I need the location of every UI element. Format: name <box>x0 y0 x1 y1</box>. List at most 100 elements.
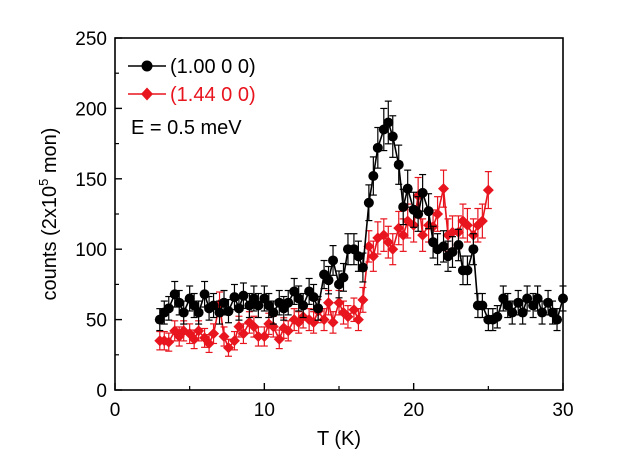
data-point <box>233 321 245 333</box>
data-point <box>328 255 339 266</box>
data-point <box>248 321 260 333</box>
data-point <box>193 325 205 337</box>
data-point <box>492 311 503 322</box>
data-point <box>283 297 294 308</box>
data-point <box>338 272 349 283</box>
y-axis-label-main: counts (2x10 <box>39 186 61 301</box>
series-line <box>159 120 564 322</box>
data-point <box>252 330 264 342</box>
y-tick-label: 50 <box>86 311 107 332</box>
data-point <box>348 304 360 316</box>
data-point <box>199 289 210 300</box>
data-point <box>423 206 434 217</box>
data-point <box>397 229 409 241</box>
data-point <box>413 209 424 219</box>
data-point <box>387 131 398 142</box>
data-point <box>333 297 345 309</box>
data-point <box>298 300 309 311</box>
data-point <box>308 292 319 303</box>
data-point <box>353 251 364 262</box>
data-point <box>163 303 174 314</box>
data-point <box>193 307 204 318</box>
data-point <box>372 142 383 153</box>
data-point <box>214 307 225 318</box>
data-point <box>174 297 185 308</box>
data-point <box>398 201 409 212</box>
y-tick-label: 100 <box>75 240 107 261</box>
data-point <box>318 314 330 326</box>
y-axis-label: counts (2x105 mon) <box>36 128 61 301</box>
data-point <box>447 247 458 258</box>
data-point <box>432 208 444 220</box>
plot-area <box>154 100 568 357</box>
data-point <box>268 307 279 318</box>
data-point <box>522 293 533 304</box>
data-point <box>222 342 234 354</box>
data-point <box>438 241 449 252</box>
x-tick-label: 20 <box>403 400 424 421</box>
legend: (1.00 0 0) (1.44 0 0) <box>128 56 256 106</box>
x-axis-label: T (K) <box>317 428 361 450</box>
series-1 <box>154 100 568 332</box>
data-point <box>218 330 230 342</box>
y-axis-label-exponent: 5 <box>36 179 51 186</box>
data-point <box>357 262 368 273</box>
data-point <box>273 333 285 345</box>
data-point <box>233 303 244 314</box>
data-point <box>282 325 294 337</box>
x-tick-label: 30 <box>552 400 573 421</box>
data-point <box>378 229 390 241</box>
data-point <box>327 316 339 328</box>
data-point <box>178 307 189 318</box>
y-tick-label: 150 <box>75 170 107 191</box>
data-point <box>383 117 394 128</box>
data-point <box>543 297 554 308</box>
data-point <box>323 297 335 309</box>
x-tick-label: 0 <box>110 400 121 421</box>
data-point <box>393 222 405 234</box>
data-point <box>532 293 543 304</box>
data-point <box>387 243 399 255</box>
data-point <box>482 184 494 196</box>
data-point <box>169 289 180 300</box>
data-point <box>468 244 479 255</box>
y-tick-label: 0 <box>96 381 107 402</box>
data-point <box>258 330 270 342</box>
data-point <box>228 335 240 347</box>
data-point <box>477 300 488 311</box>
data-point <box>237 328 249 340</box>
legend-marker-series-1 <box>141 60 153 72</box>
data-point <box>438 183 450 195</box>
legend-label-series-2: (1.44 0 0) <box>170 84 256 106</box>
y-tick-label: 250 <box>75 29 107 50</box>
data-point <box>323 275 334 286</box>
data-point <box>517 307 528 318</box>
data-point <box>229 292 240 303</box>
data-point <box>253 300 264 311</box>
data-point <box>513 297 524 308</box>
x-tick-label: 10 <box>254 400 275 421</box>
data-point <box>163 336 175 348</box>
y-tick-label: 200 <box>75 99 107 120</box>
data-point <box>417 187 428 198</box>
data-point <box>552 314 563 325</box>
data-point <box>357 294 369 306</box>
data-point <box>393 159 404 170</box>
data-point <box>363 197 374 208</box>
data-point <box>188 333 200 345</box>
data-point <box>476 215 488 227</box>
data-point <box>313 303 324 314</box>
data-point <box>208 300 219 311</box>
data-point <box>417 229 429 241</box>
y-axis-label-unit: mon) <box>39 128 61 179</box>
axis-ticks: 0 10 20 30 0 50 100 150 200 250 <box>75 29 573 421</box>
data-point <box>367 250 379 262</box>
data-point <box>462 265 473 276</box>
data-point <box>537 307 548 318</box>
data-point <box>223 306 234 317</box>
data-point <box>368 170 379 181</box>
data-point <box>453 239 464 250</box>
data-point <box>352 314 364 326</box>
data-point <box>342 311 354 323</box>
data-point <box>402 183 413 194</box>
